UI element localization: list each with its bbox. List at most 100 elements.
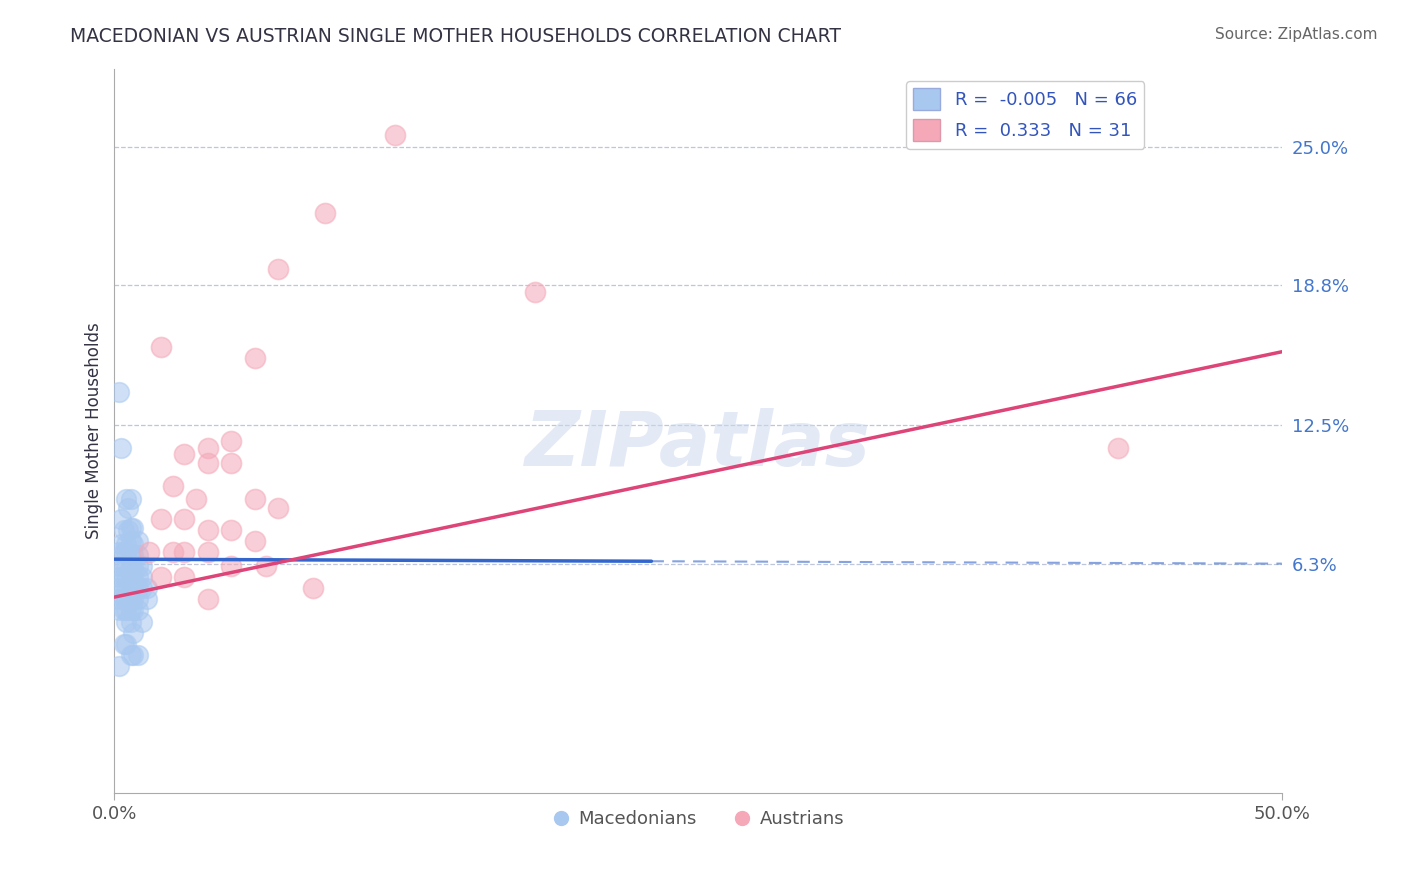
Text: Source: ZipAtlas.com: Source: ZipAtlas.com bbox=[1215, 27, 1378, 42]
Point bbox=[173, 570, 195, 584]
Point bbox=[112, 523, 135, 537]
Point bbox=[120, 570, 142, 584]
Point bbox=[197, 456, 219, 470]
Point bbox=[219, 523, 242, 537]
Point bbox=[115, 558, 138, 573]
Point bbox=[314, 206, 336, 220]
Y-axis label: Single Mother Households: Single Mother Households bbox=[86, 323, 103, 540]
Legend: Macedonians, Austrians: Macedonians, Austrians bbox=[544, 803, 852, 835]
Point bbox=[115, 570, 138, 584]
Point bbox=[243, 534, 266, 549]
Point bbox=[112, 570, 135, 584]
Point bbox=[115, 603, 138, 617]
Point bbox=[108, 545, 131, 559]
Point bbox=[127, 534, 149, 549]
Point bbox=[117, 500, 139, 515]
Point bbox=[131, 581, 153, 595]
Point bbox=[122, 592, 145, 607]
Point bbox=[150, 570, 173, 584]
Point bbox=[127, 603, 149, 617]
Point bbox=[219, 558, 242, 573]
Point bbox=[120, 491, 142, 506]
Point bbox=[120, 615, 142, 629]
Point bbox=[112, 603, 135, 617]
Point bbox=[219, 456, 242, 470]
Point bbox=[120, 558, 142, 573]
Point bbox=[1107, 441, 1129, 455]
Point bbox=[197, 545, 219, 559]
Text: MACEDONIAN VS AUSTRIAN SINGLE MOTHER HOUSEHOLDS CORRELATION CHART: MACEDONIAN VS AUSTRIAN SINGLE MOTHER HOU… bbox=[70, 27, 841, 45]
Point bbox=[112, 558, 135, 573]
Point bbox=[115, 592, 138, 607]
Point bbox=[120, 592, 142, 607]
Point bbox=[127, 558, 149, 573]
Point bbox=[108, 603, 131, 617]
Point bbox=[384, 128, 406, 143]
Point bbox=[122, 603, 145, 617]
Point bbox=[122, 558, 145, 573]
Point bbox=[302, 581, 325, 595]
Point bbox=[112, 592, 135, 607]
Point bbox=[184, 491, 207, 506]
Point bbox=[173, 447, 195, 461]
Point bbox=[108, 570, 131, 584]
Point bbox=[112, 581, 135, 595]
Point bbox=[267, 500, 290, 515]
Point bbox=[173, 512, 195, 526]
Point bbox=[131, 615, 153, 629]
Point bbox=[122, 648, 145, 662]
Point bbox=[122, 536, 145, 550]
Point bbox=[108, 659, 131, 673]
Point bbox=[267, 262, 290, 277]
Point bbox=[127, 592, 149, 607]
Point bbox=[131, 558, 153, 573]
Point bbox=[108, 581, 131, 595]
Point bbox=[110, 536, 132, 550]
Point bbox=[127, 570, 149, 584]
Point bbox=[110, 512, 132, 526]
Point bbox=[127, 548, 149, 562]
Text: ZIPatlas: ZIPatlas bbox=[524, 409, 872, 483]
Point bbox=[127, 581, 149, 595]
Point bbox=[138, 545, 160, 559]
Point bbox=[136, 592, 159, 607]
Point bbox=[243, 491, 266, 506]
Point bbox=[162, 545, 184, 559]
Point bbox=[136, 581, 159, 595]
Point bbox=[197, 592, 219, 607]
Point bbox=[173, 545, 195, 559]
Point bbox=[115, 491, 138, 506]
Point bbox=[162, 478, 184, 492]
Point bbox=[120, 521, 142, 535]
Point bbox=[150, 512, 173, 526]
Point bbox=[254, 558, 277, 573]
Point bbox=[120, 581, 142, 595]
Point bbox=[120, 534, 142, 549]
Point bbox=[115, 545, 138, 559]
Point bbox=[115, 581, 138, 595]
Point bbox=[108, 592, 131, 607]
Point bbox=[131, 570, 153, 584]
Point bbox=[122, 570, 145, 584]
Point bbox=[120, 648, 142, 662]
Point bbox=[127, 648, 149, 662]
Point bbox=[120, 603, 142, 617]
Point bbox=[122, 548, 145, 562]
Point bbox=[150, 340, 173, 354]
Point bbox=[108, 558, 131, 573]
Point bbox=[115, 615, 138, 629]
Point bbox=[117, 523, 139, 537]
Point bbox=[115, 637, 138, 651]
Point bbox=[122, 521, 145, 535]
Point bbox=[122, 625, 145, 640]
Point bbox=[197, 523, 219, 537]
Point bbox=[115, 536, 138, 550]
Point bbox=[523, 285, 546, 299]
Point bbox=[120, 548, 142, 562]
Point bbox=[197, 441, 219, 455]
Point bbox=[219, 434, 242, 448]
Point bbox=[112, 637, 135, 651]
Point bbox=[243, 351, 266, 366]
Point bbox=[110, 441, 132, 455]
Point bbox=[112, 545, 135, 559]
